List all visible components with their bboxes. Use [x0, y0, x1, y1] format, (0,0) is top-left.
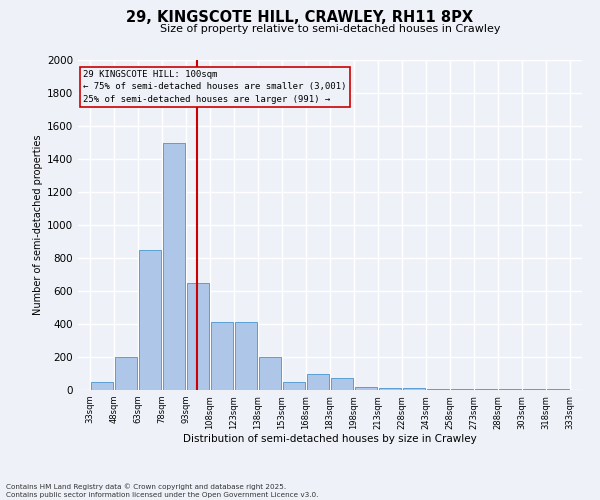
- Bar: [403, 388, 425, 390]
- Bar: [451, 389, 473, 390]
- Bar: [355, 386, 377, 390]
- Text: 29 KINGSCOTE HILL: 100sqm
← 75% of semi-detached houses are smaller (3,001)
25% : 29 KINGSCOTE HILL: 100sqm ← 75% of semi-…: [83, 70, 346, 104]
- Bar: [499, 389, 521, 390]
- Title: Size of property relative to semi-detached houses in Crawley: Size of property relative to semi-detach…: [160, 24, 500, 34]
- Bar: [331, 378, 353, 390]
- Bar: [475, 389, 497, 390]
- Bar: [139, 250, 161, 390]
- Bar: [259, 357, 281, 390]
- Bar: [283, 382, 305, 390]
- Bar: [379, 388, 401, 390]
- Y-axis label: Number of semi-detached properties: Number of semi-detached properties: [33, 134, 43, 316]
- Bar: [115, 357, 137, 390]
- Bar: [427, 389, 449, 390]
- Text: Contains HM Land Registry data © Crown copyright and database right 2025.
Contai: Contains HM Land Registry data © Crown c…: [6, 484, 319, 498]
- Bar: [91, 382, 113, 390]
- Bar: [235, 322, 257, 390]
- Bar: [211, 322, 233, 390]
- Bar: [307, 374, 329, 390]
- Bar: [547, 389, 569, 390]
- X-axis label: Distribution of semi-detached houses by size in Crawley: Distribution of semi-detached houses by …: [183, 434, 477, 444]
- Bar: [163, 142, 185, 390]
- Bar: [523, 389, 545, 390]
- Text: 29, KINGSCOTE HILL, CRAWLEY, RH11 8PX: 29, KINGSCOTE HILL, CRAWLEY, RH11 8PX: [127, 10, 473, 25]
- Bar: [187, 283, 209, 390]
